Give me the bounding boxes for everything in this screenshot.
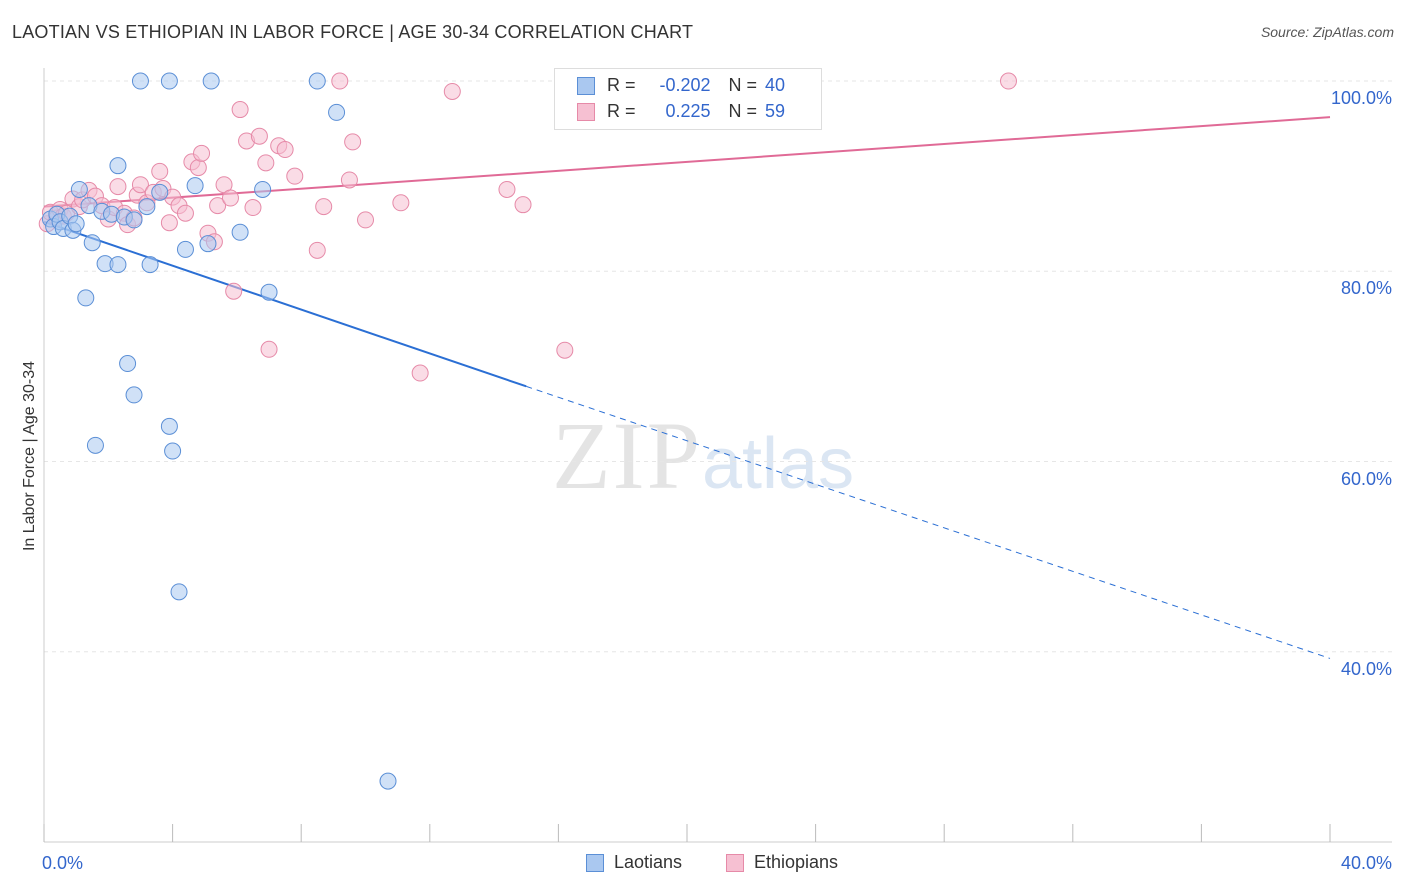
laotians-trend-line — [43, 220, 527, 388]
y-axis-label: In Labor Force | Age 30-34 — [21, 360, 38, 552]
watermark-zip: ZIP — [552, 402, 702, 509]
y-tick-label-0: 100.0% — [1330, 88, 1392, 109]
ethiopians-r-label: R = — [607, 101, 636, 121]
laotians-point-39 — [379, 772, 397, 790]
laotians-point-31 — [186, 177, 204, 195]
ethiopians-point-54 — [443, 82, 461, 100]
ethiopians-point-35 — [221, 189, 239, 207]
laotians-point-29 — [170, 583, 188, 601]
ethiopians-point-42 — [260, 340, 278, 358]
ethiopians-point-29 — [189, 159, 207, 177]
laotians-point-21 — [125, 386, 143, 404]
x-tick-label-1: 40.0% — [1340, 853, 1392, 873]
ethiopians-legend-label: Ethiopians — [754, 852, 839, 872]
ethiopians-point-36 — [225, 282, 243, 300]
series-legend: Laotians Ethiopians — [0, 852, 1406, 876]
laotians-point-32 — [199, 235, 217, 253]
laotians-point-17 — [109, 157, 127, 175]
ethiopians-point-45 — [286, 167, 304, 185]
ethiopians-point-46 — [308, 241, 326, 259]
laotians-point-12 — [86, 436, 104, 454]
legend-item-laotians[interactable]: Laotians — [586, 852, 682, 873]
ethiopians-point-44 — [276, 141, 294, 159]
ethiopians-n-label: N = — [728, 101, 758, 121]
laotians-point-33 — [202, 72, 220, 90]
laotians-n-label: N = — [728, 75, 758, 95]
laotians-point-23 — [138, 198, 156, 216]
laotians-point-28 — [164, 442, 182, 460]
watermark: ZIPatlas — [552, 400, 854, 511]
laotians-point-20 — [125, 211, 143, 229]
chart-title: LAOTIAN VS ETHIOPIAN IN LABOR FORCE | AG… — [12, 22, 694, 42]
grid-layer — [44, 80, 1392, 653]
ethiopians-point-55 — [498, 180, 516, 198]
ethiopians-point-37 — [231, 101, 249, 119]
y-tick-label-2: 60.0% — [1340, 468, 1392, 489]
laotians-point-27 — [160, 417, 178, 435]
laotians-point-35 — [254, 180, 272, 198]
ethiopians-point-41 — [257, 154, 275, 172]
laotians-point-26 — [160, 72, 178, 90]
ethiopians-point-49 — [340, 171, 358, 189]
laotians-point-11 — [83, 234, 101, 252]
axis-layer — [43, 68, 1392, 843]
ethiopians-point-48 — [331, 72, 349, 90]
ethiopians-point-40 — [250, 127, 268, 145]
ethiopians-point-56 — [514, 196, 532, 214]
laotians-point-16 — [109, 256, 127, 274]
correlation-legend: R = -0.202 N = 40 R = 0.225 N = 59 — [554, 68, 822, 130]
ethiopians-point-33 — [209, 197, 227, 215]
laotians-swatch — [577, 77, 595, 96]
laotians-point-24 — [141, 256, 159, 274]
x-tick-label-0: 0.0% — [42, 853, 84, 873]
ethiopians-point-52 — [392, 194, 410, 212]
laotians-point-25 — [151, 183, 169, 201]
laotians-point-19 — [119, 355, 137, 373]
y-tick-label-1: 80.0% — [1340, 278, 1392, 299]
laotians-r-label: R = — [607, 75, 636, 95]
ethiopians-point-39 — [244, 199, 262, 217]
ethiopians-point-53 — [411, 364, 429, 382]
ethiopians-point-50 — [344, 133, 362, 151]
laotians-point-38 — [328, 103, 346, 121]
laotians-point-8 — [70, 180, 88, 198]
ethiopians-n-value: 59 — [765, 101, 786, 121]
ethiopians-point-27 — [176, 204, 194, 222]
y-tick-label-3: 40.0% — [1340, 658, 1392, 679]
laotians-legend-swatch — [586, 854, 604, 873]
ethiopians-r-value: 0.225 — [665, 101, 711, 121]
ethiopians-point-30 — [193, 144, 211, 162]
laotians-point-36 — [260, 283, 278, 301]
ethiopians-legend-swatch — [726, 854, 744, 873]
ethiopians-point-57 — [556, 341, 574, 359]
ethiopians-point-58 — [1000, 72, 1017, 90]
ethiopians-point-47 — [315, 198, 333, 216]
ethiopians-point-14 — [109, 178, 127, 196]
laotians-point-30 — [176, 240, 194, 258]
laotians-trend-extension — [526, 385, 1331, 659]
ethiopians-point-24 — [160, 214, 178, 232]
chart-source: Source: ZipAtlas.com — [1260, 24, 1394, 40]
laotians-point-37 — [308, 72, 326, 90]
legend-row-ethiopians: R = 0.225 N = 59 — [577, 101, 785, 125]
laotians-point-34 — [231, 223, 249, 241]
ethiopians-points — [38, 72, 1017, 382]
ethiopians-point-19 — [131, 176, 149, 194]
ethiopians-swatch — [577, 103, 595, 122]
laotians-points — [41, 72, 397, 790]
laotians-point-9 — [77, 289, 95, 307]
laotians-point-22 — [131, 72, 149, 90]
laotians-point-7 — [67, 215, 85, 233]
ethiopians-point-51 — [357, 211, 374, 229]
legend-row-laotians: R = -0.202 N = 40 — [577, 75, 785, 99]
legend-item-ethiopians[interactable]: Ethiopians — [726, 852, 838, 873]
laotians-legend-label: Laotians — [614, 852, 683, 872]
ethiopians-point-22 — [151, 162, 169, 180]
watermark-atlas: atlas — [702, 424, 855, 504]
laotians-r-value: -0.202 — [659, 75, 711, 95]
laotians-n-value: 40 — [765, 75, 786, 95]
